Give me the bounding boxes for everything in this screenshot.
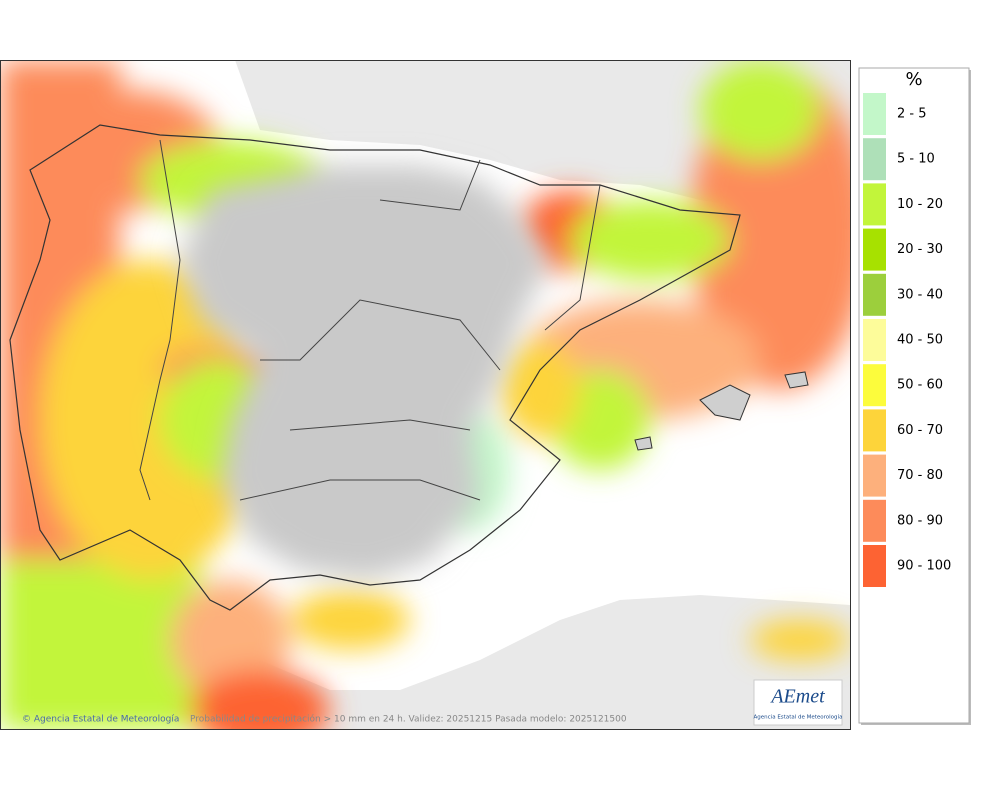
- legend-label: 2 - 5: [897, 107, 927, 122]
- legend-title: %: [905, 69, 922, 90]
- logo-subtitle: Agencia Estatal de Meteorología: [754, 714, 843, 721]
- legend-swatch: [863, 499, 886, 542]
- legend-swatch: [863, 93, 886, 135]
- legend-items: 2 - 5 5 - 10 10 - 20 20 - 30 30 - 40 40 - 50 5…: [863, 93, 951, 587]
- footer-caption: Probabilidad de precipitación > 10 mm en…: [190, 714, 627, 725]
- legend-label: 90 - 100: [897, 559, 951, 574]
- map-frame: [0, 60, 851, 730]
- legend-swatch: [863, 319, 886, 361]
- legend-swatch: [863, 273, 886, 316]
- legend-swatch: [863, 545, 886, 587]
- footer-credit: © Agencia Estatal de Meteorología: [22, 715, 179, 725]
- coastline: [9, 124, 741, 611]
- dry-interior: [180, 165, 550, 580]
- legend-swatch: [863, 228, 886, 271]
- legend-label: 30 - 40: [897, 287, 943, 302]
- legend-swatch: [863, 409, 886, 452]
- logo-text: AEmet: [769, 686, 825, 708]
- africa: [230, 595, 850, 730]
- legend-label: 50 - 60: [897, 378, 943, 393]
- legend-swatch: [863, 364, 886, 407]
- region-borders: [139, 139, 601, 501]
- legend-swatch: [863, 138, 886, 181]
- legend-label: 40 - 50: [897, 333, 943, 348]
- legend-label: 80 - 90: [897, 513, 943, 528]
- legend-label: 20 - 30: [897, 242, 943, 257]
- logo-box: [753, 679, 843, 726]
- legend-swatch: [863, 454, 886, 497]
- map: [0, 60, 851, 730]
- legend-label: 10 - 20: [897, 197, 943, 212]
- legend-label: 70 - 80: [897, 468, 943, 483]
- legend-label: 60 - 70: [897, 423, 943, 438]
- islands: [634, 371, 809, 451]
- legend-swatch: [863, 183, 886, 226]
- legend-label: 5 - 10: [897, 152, 935, 167]
